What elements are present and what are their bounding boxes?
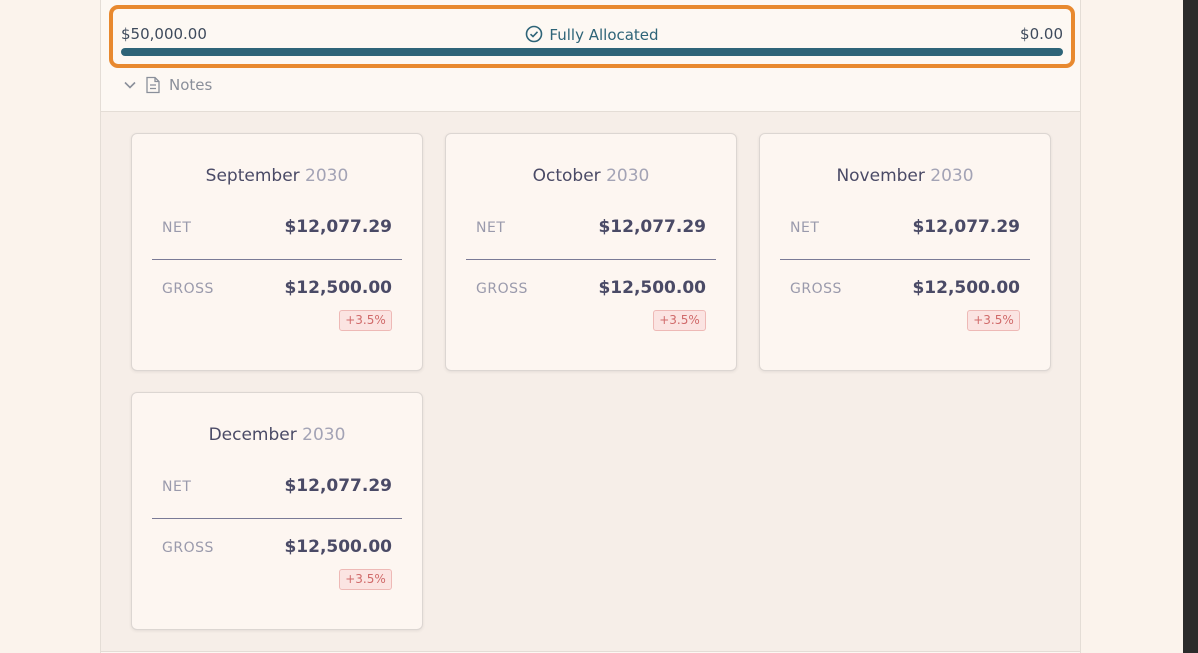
month: December (208, 425, 297, 445)
month: November (836, 166, 925, 186)
total-amount: $50,000.00 (121, 25, 207, 43)
year: 2030 (305, 166, 349, 186)
month-card: September 2030 NET $12,077.29 GROSS $12,500.… (131, 133, 423, 371)
month-card: December 2030 NET $12,077.29 GROSS $12,500.0… (131, 392, 423, 630)
notes-label: Notes (169, 76, 213, 94)
card-title: November 2030 (760, 166, 1050, 186)
notes-toggle[interactable]: Notes (123, 76, 212, 94)
month-grid: September 2030 NET $12,077.29 GROSS $12,500.… (101, 111, 1080, 652)
check-icon (526, 25, 543, 43)
chevron-icon (124, 81, 136, 89)
card-title: September 2030 (132, 166, 422, 186)
net-label: NET (476, 220, 506, 236)
change-badge: +3.5% (339, 310, 392, 331)
change-badge: +3.5% (653, 310, 706, 331)
change-badge: +3.5% (967, 310, 1020, 331)
change-badge: +3.5% (339, 569, 392, 590)
scrollbar (1183, 0, 1198, 653)
gross-value: $12,500.00 (284, 278, 392, 298)
status-text: Fully Allocated (549, 26, 659, 44)
month: October (532, 166, 601, 186)
divider (152, 259, 402, 260)
net-label: NET (162, 220, 192, 236)
gross-label: GROSS (162, 540, 214, 556)
month-card: November 2030 NET $12,077.29 GROSS $12,500.0… (759, 133, 1051, 371)
card-title: October 2030 (446, 166, 736, 186)
document-icon (146, 76, 160, 94)
gross-value: $12,500.00 (284, 537, 392, 557)
panel: $50,000.00 Fully Allocated $0.00 Notes S… (100, 0, 1081, 653)
allocation-summary: $50,000.00 Fully Allocated $0.00 (109, 5, 1075, 68)
gross-value: $12,500.00 (598, 278, 706, 298)
gross-label: GROSS (790, 281, 842, 297)
year: 2030 (930, 166, 974, 186)
month-card: October 2030 NET $12,077.29 GROSS $12,500.00… (445, 133, 737, 371)
net-label: NET (790, 220, 820, 236)
divider (466, 259, 716, 260)
net-value: $12,077.29 (284, 476, 392, 496)
gross-value: $12,500.00 (912, 278, 1020, 298)
year: 2030 (606, 166, 650, 186)
divider (152, 518, 402, 519)
net-value: $12,077.29 (284, 217, 392, 237)
status: Fully Allocated (113, 25, 1071, 44)
gross-label: GROSS (162, 281, 214, 297)
progress-bar (121, 48, 1063, 56)
net-value: $12,077.29 (912, 217, 1020, 237)
card-title: December 2030 (132, 425, 422, 445)
divider (780, 259, 1030, 260)
month: September (205, 166, 300, 186)
remaining-amount: $0.00 (1020, 25, 1063, 43)
net-label: NET (162, 479, 192, 495)
year: 2030 (302, 425, 346, 445)
gross-label: GROSS (476, 281, 528, 297)
net-value: $12,077.29 (598, 217, 706, 237)
